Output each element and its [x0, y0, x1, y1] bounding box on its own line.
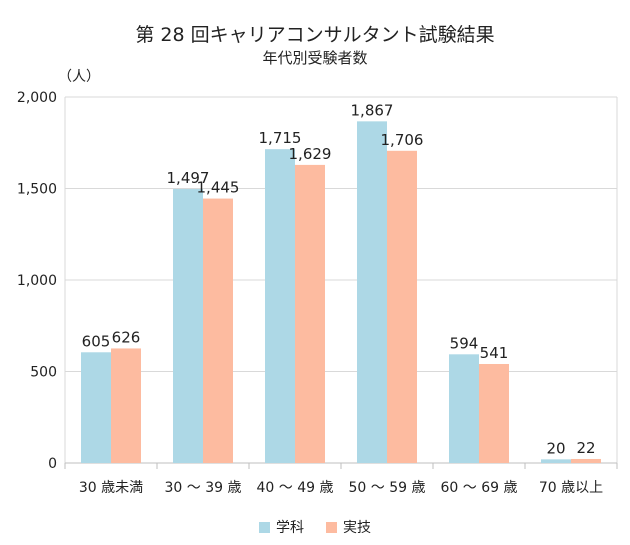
x-tick-label: 60 〜 69 歳 — [441, 480, 518, 496]
bar-jitsugi — [203, 198, 233, 463]
data-label-jitsugi: 1,445 — [197, 179, 240, 197]
bar-gakka — [449, 354, 479, 463]
bar-gakka — [357, 121, 387, 464]
y-axis-unit-label: （人） — [58, 69, 100, 85]
data-label-jitsugi: 1,706 — [381, 131, 424, 149]
data-label-jitsugi: 1,629 — [289, 145, 332, 163]
bar-jitsugi — [479, 363, 509, 463]
x-tick-label: 40 〜 49 歳 — [257, 480, 334, 496]
data-label-gakka: 1,715 — [259, 129, 302, 147]
bar-gakka — [173, 189, 203, 463]
legend-swatch-jitsugi — [326, 521, 337, 533]
data-label-jitsugi: 626 — [112, 328, 141, 346]
data-label-gakka: 1,867 — [351, 101, 394, 119]
bar-gakka — [541, 459, 571, 463]
bar-jitsugi — [295, 164, 325, 463]
y-tick-label: 1,000 — [17, 273, 57, 289]
bar-jitsugi — [571, 458, 601, 463]
data-label-gakka: 594 — [450, 334, 479, 352]
bar-gakka — [81, 352, 111, 463]
y-tick-label: 1,500 — [17, 182, 57, 198]
y-tick-label: 2,000 — [17, 90, 57, 106]
x-tick-label: 30 〜 39 歳 — [165, 480, 242, 496]
data-label-gakka: 1,497 — [167, 169, 210, 187]
chart-title: 第 28 回キャリアコンサルタント試験結果 — [135, 24, 495, 46]
y-tick-label: 500 — [30, 365, 57, 381]
bar-jitsugi — [387, 150, 417, 463]
bar-gakka — [265, 149, 295, 463]
data-label-jitsugi: 541 — [480, 344, 509, 362]
data-label-jitsugi: 22 — [576, 439, 595, 457]
y-tick-label: 0 — [48, 456, 57, 472]
chart-subtitle: 年代別受験者数 — [262, 49, 368, 67]
bar-jitsugi — [111, 348, 141, 463]
legend-item-jitsugi: 実技 — [326, 517, 371, 537]
x-tick-label: 30 歳未満 — [79, 480, 143, 496]
x-tick-label: 50 〜 59 歳 — [349, 480, 426, 496]
legend: 学科 実技 — [0, 517, 630, 537]
legend-swatch-gakka — [259, 521, 270, 533]
legend-label-gakka: 学科 — [276, 520, 304, 536]
x-tick-label: 70 歳以上 — [539, 480, 603, 496]
legend-item-gakka: 学科 — [259, 517, 304, 537]
data-label-gakka: 20 — [546, 439, 565, 457]
data-label-gakka: 605 — [82, 332, 111, 350]
legend-label-jitsugi: 実技 — [343, 520, 371, 536]
